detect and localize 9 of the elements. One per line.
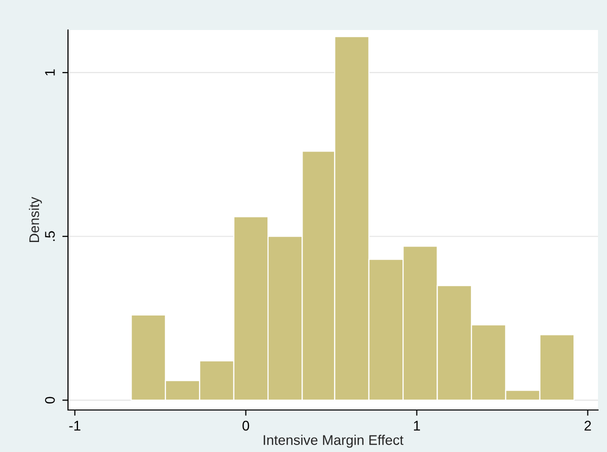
y-tick-label: .5 [45, 231, 55, 241]
y-tick-label: 1 [45, 69, 55, 76]
y-axis-title: Density [28, 196, 42, 242]
x-tick-label: 1 [414, 420, 420, 430]
x-tick-label: 2 [584, 420, 591, 430]
x-axis-title: Intensive Margin Effect [264, 434, 404, 448]
x-tick-label: -1 [69, 420, 80, 430]
x-tick-label: 0 [242, 420, 250, 431]
y-tick-label: 0 [45, 396, 55, 404]
